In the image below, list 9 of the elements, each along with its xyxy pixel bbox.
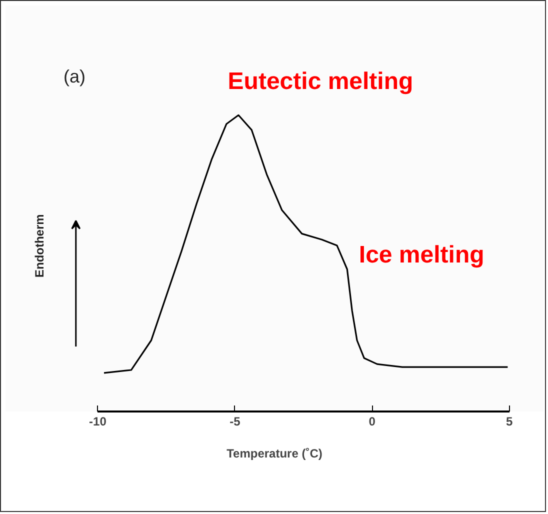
x-tick-label: 5 bbox=[506, 414, 513, 428]
x-tick-label: -5 bbox=[230, 414, 241, 428]
x-tick-label: 0 bbox=[368, 414, 376, 428]
annotation: Eutectic melting bbox=[228, 68, 414, 96]
y-axis-title: Endotherm bbox=[32, 214, 46, 278]
x-axis-title: Temperature (˚C) bbox=[226, 446, 322, 460]
x-tick-label: -10 bbox=[89, 414, 107, 428]
text: (a) bbox=[64, 66, 86, 87]
annotation: Ice melting bbox=[358, 242, 484, 269]
